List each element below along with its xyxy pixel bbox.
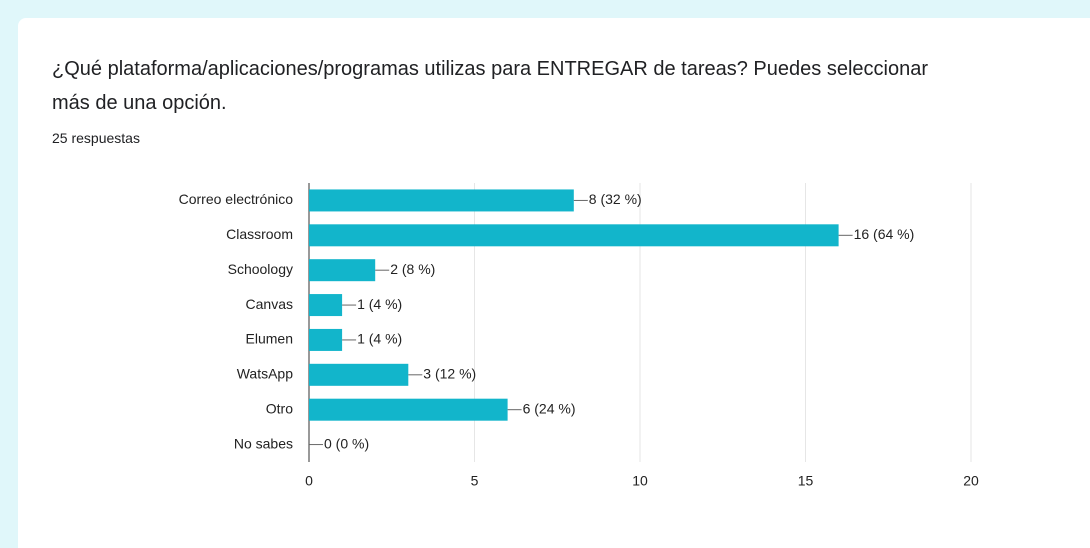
data-label: 6 (24 %) xyxy=(523,400,576,416)
y-tick-label: Otro xyxy=(266,400,293,416)
bar xyxy=(309,189,574,212)
data-label: 16 (64 %) xyxy=(854,226,915,242)
response-count: 25 respuestas xyxy=(52,130,140,146)
data-label: 1 (4 %) xyxy=(357,296,402,312)
data-label: 8 (32 %) xyxy=(589,191,642,207)
x-tick-label: 15 xyxy=(798,473,814,489)
x-tick-label: 0 xyxy=(305,473,313,489)
x-tick-label: 5 xyxy=(471,473,479,489)
y-tick-label: Elumen xyxy=(246,331,293,347)
data-label: 1 (4 %) xyxy=(357,331,402,347)
data-label: 3 (12 %) xyxy=(423,366,476,382)
data-label: 2 (8 %) xyxy=(390,261,435,277)
bar xyxy=(309,224,839,247)
bar xyxy=(309,398,508,421)
bar xyxy=(309,294,343,317)
bar xyxy=(309,328,343,351)
card: ¿Qué plataforma/aplicaciones/programas u… xyxy=(18,18,1090,548)
y-tick-label: Schoology xyxy=(228,261,293,277)
y-tick-label: WatsApp xyxy=(237,366,293,382)
question-title: ¿Qué plataforma/aplicaciones/programas u… xyxy=(52,58,928,114)
bar xyxy=(309,363,409,386)
bar xyxy=(309,259,376,282)
x-tick-label: 10 xyxy=(632,473,648,489)
y-tick-label: Canvas xyxy=(246,296,293,312)
y-tick-label: No sabes xyxy=(234,435,293,451)
y-tick-label: Classroom xyxy=(226,226,293,242)
data-label: 0 (0 %) xyxy=(324,435,369,451)
y-tick-label: Correo electrónico xyxy=(179,191,294,207)
x-tick-label: 20 xyxy=(963,473,979,489)
